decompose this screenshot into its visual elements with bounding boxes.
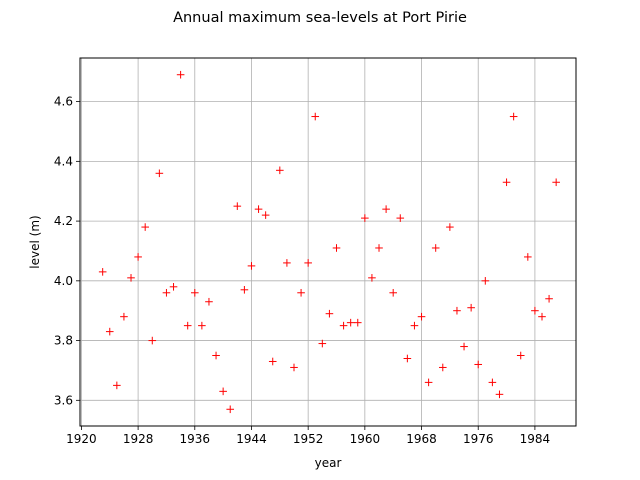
data-point <box>332 244 341 252</box>
x-tick-label: 1944 <box>236 432 267 446</box>
data-point <box>410 321 419 330</box>
y-tick-label: 4.4 <box>54 154 73 168</box>
data-point <box>233 202 242 210</box>
x-tick-label: 1952 <box>293 432 324 446</box>
data-point <box>304 259 312 267</box>
data-point <box>545 294 553 303</box>
data-point <box>382 205 390 213</box>
x-tick-label: 1968 <box>406 432 437 446</box>
x-tick-label: 1920 <box>66 432 97 446</box>
x-tick-label: 1960 <box>350 432 381 446</box>
chart-title: Annual maximum sea-levels at Port Pirie <box>173 10 467 26</box>
x-axis-ticks: 1920 1928 1936 1944 1952 1960 1968 1976 1984 <box>66 426 550 446</box>
y-tick-label: 3.8 <box>54 334 73 348</box>
data-point <box>318 339 327 348</box>
data-point <box>120 312 128 321</box>
data-point <box>311 112 320 121</box>
data-point <box>339 321 348 330</box>
data-point <box>105 327 114 336</box>
data-point <box>438 363 447 372</box>
data-point <box>368 274 376 282</box>
data-point <box>297 288 305 297</box>
x-tick-label: 1976 <box>463 432 494 446</box>
data-point <box>353 318 362 327</box>
data-point <box>98 268 107 276</box>
x-axis-label: year <box>315 456 342 470</box>
data-point <box>254 205 263 213</box>
x-tick-label: 1928 <box>123 432 154 446</box>
data-point <box>276 166 284 175</box>
data-point <box>268 357 277 366</box>
plot-frame <box>79 57 577 427</box>
data-point <box>290 363 298 372</box>
data-point <box>190 288 199 297</box>
y-tick-label: 3.6 <box>54 393 73 407</box>
data-point <box>509 112 518 121</box>
y-axis-ticks: 3.6 3.8 4.0 4.2 4.4 4.6 <box>54 95 80 407</box>
data-point <box>538 312 546 321</box>
y-tick-label: 4.2 <box>54 214 73 228</box>
data-point <box>155 169 164 178</box>
data-point <box>361 214 369 222</box>
y-axis-label: level (m) <box>28 215 42 268</box>
data-point <box>375 244 383 252</box>
data-point <box>183 321 192 330</box>
data-point <box>446 223 454 231</box>
data-point <box>403 354 412 363</box>
data-point <box>325 309 334 318</box>
data-point <box>453 306 461 315</box>
data-point <box>488 378 497 387</box>
data-point <box>481 277 490 285</box>
x-tick-label: 1936 <box>180 432 211 446</box>
data-point <box>552 178 560 187</box>
data-point <box>169 283 178 291</box>
data-point <box>134 253 142 261</box>
data-point <box>141 223 149 231</box>
data-point <box>389 288 397 297</box>
data-point <box>417 312 426 321</box>
data-point <box>524 253 532 261</box>
data-point <box>531 306 539 315</box>
data-point <box>219 387 227 396</box>
data-point <box>460 342 468 351</box>
data-point <box>467 303 475 312</box>
data-point <box>474 360 483 369</box>
data-point <box>162 288 171 297</box>
data-point <box>283 259 291 267</box>
data-point <box>424 378 433 387</box>
data-point <box>516 351 525 360</box>
data-point <box>240 285 249 294</box>
x-tick-label: 1984 <box>520 432 551 446</box>
data-point <box>148 336 157 345</box>
data-point <box>431 244 440 252</box>
data-point <box>176 70 185 79</box>
grid <box>80 58 576 426</box>
y-tick-label: 4.6 <box>54 95 73 109</box>
data-point <box>226 405 235 414</box>
data-point <box>205 297 213 306</box>
y-tick-label: 4.0 <box>54 274 73 288</box>
data-point <box>198 321 206 330</box>
data-point <box>396 214 405 222</box>
data-point <box>346 318 355 327</box>
data-point <box>495 390 504 399</box>
data-point <box>127 274 135 282</box>
data-point <box>261 211 270 219</box>
data-point <box>247 262 256 270</box>
data-points <box>98 70 560 414</box>
data-point <box>113 381 121 390</box>
data-point <box>502 178 511 187</box>
data-point <box>212 351 220 360</box>
